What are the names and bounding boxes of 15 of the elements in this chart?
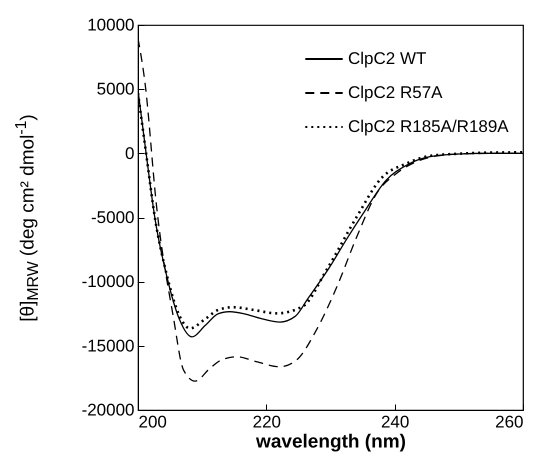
legend-label: ClpC2 R185A/R189A	[348, 117, 510, 136]
x-tick-label: 220	[252, 412, 282, 432]
legend-label: ClpC2 R57A	[348, 83, 444, 102]
y-tick-label: -20000	[82, 400, 134, 420]
y-tick-label: 10000	[87, 16, 134, 34]
x-tick-label: 200	[138, 412, 167, 432]
y-tick-label: 0	[125, 144, 134, 163]
y-tick-label: -5000	[91, 208, 134, 227]
y-tick-label: -10000	[82, 272, 134, 292]
legend-label: ClpC2 WT	[348, 49, 426, 68]
y-tick-label: 5000	[96, 80, 134, 99]
x-axis-title: wavelength (nm)	[255, 432, 406, 452]
x-tick-label: 240	[380, 412, 410, 432]
x-tick-label: 260	[495, 412, 524, 432]
y-tick-label: -15000	[82, 336, 134, 356]
